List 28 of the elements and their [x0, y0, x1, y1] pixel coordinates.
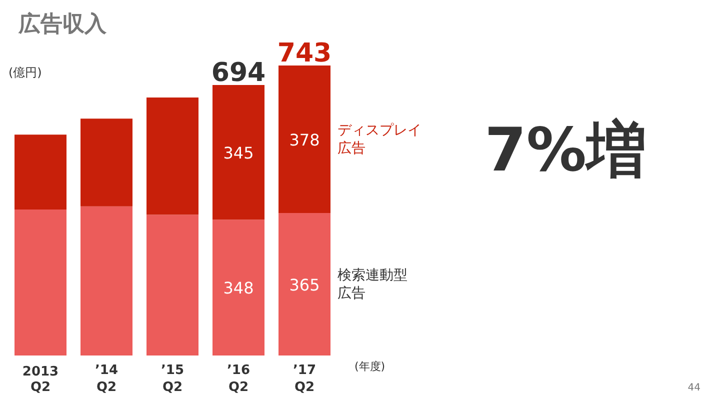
total-label: 743: [277, 38, 332, 68]
data-label: 348: [223, 278, 254, 298]
bar: [146, 214, 198, 356]
x-tick-label: ’16 Q2: [226, 363, 250, 395]
bar: [80, 118, 132, 206]
bar: [14, 134, 66, 210]
bar: [212, 220, 264, 356]
x-tick-label: ’15 Q2: [160, 363, 184, 395]
bar: [212, 85, 264, 220]
text: 7%増: [484, 116, 646, 186]
bar: [278, 66, 330, 214]
bar: [146, 98, 198, 215]
bar: [80, 206, 132, 356]
y-axis-title: (億円): [8, 66, 42, 80]
total-label: 694: [211, 58, 266, 88]
x-tick-label: ’17 Q2: [292, 363, 316, 395]
bar: [278, 213, 330, 356]
data-label: 378: [289, 130, 320, 150]
data-label: 345: [223, 143, 254, 162]
x-tick-label: ’14 Q2: [94, 363, 118, 395]
series-label: ディスプレイ広告: [338, 122, 422, 156]
text: 44: [688, 382, 701, 394]
chart-title: 広告収入: [18, 11, 108, 37]
data-label: 365: [289, 275, 320, 294]
x-axis-title: (年度): [354, 360, 386, 373]
series-label: 検索連動型広告: [338, 267, 408, 302]
bar: [14, 210, 66, 356]
x-tick-label: 2013 Q2: [22, 364, 59, 395]
